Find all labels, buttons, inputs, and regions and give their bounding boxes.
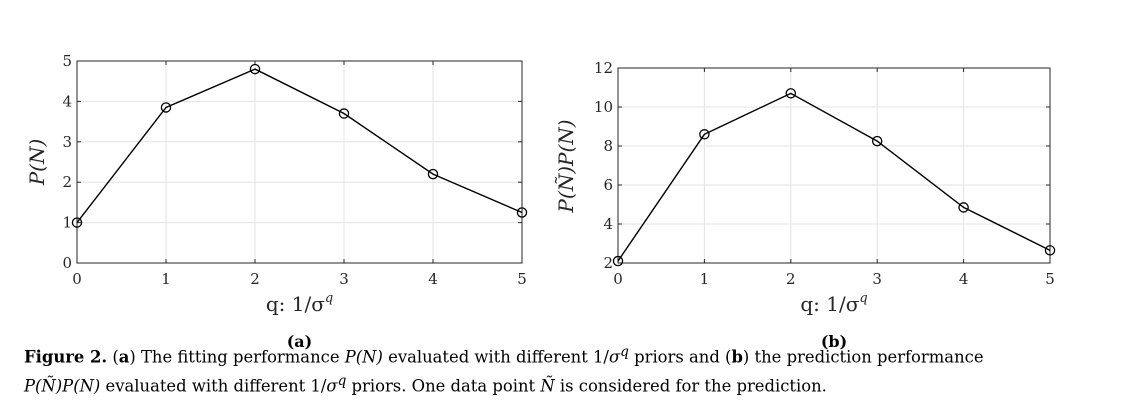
data-point (1044, 245, 1056, 256)
y-tick-label: 5 (62, 52, 72, 70)
x-tick-label: 4 (959, 270, 969, 288)
series-line (76, 68, 523, 224)
y-tick-label: 10 (594, 98, 613, 116)
data-point (871, 135, 883, 147)
y-tick-label: 0 (62, 254, 72, 272)
y-axis-label: P(Ñ)P(N) (554, 119, 578, 213)
x-axis-label-text: q: 1/σ (800, 292, 859, 316)
caption-math: q (337, 373, 347, 390)
caption-text: ( (107, 347, 119, 367)
x-tick-label: 4 (428, 270, 438, 288)
x-tick-label: 3 (339, 270, 349, 288)
x-axis-label: q: 1/σq (800, 291, 867, 316)
plot-frame (76, 60, 523, 264)
y-tick-label: 12 (594, 59, 613, 77)
data-point (699, 129, 710, 140)
y-axis-label: P(N) (25, 139, 49, 187)
y-tick-label: 8 (603, 137, 613, 155)
y-tick-label: 4 (62, 92, 72, 110)
data-point (785, 88, 797, 99)
x-tick-label: 2 (786, 270, 796, 288)
x-tick-label: 1 (700, 270, 710, 288)
y-tick-label: 4 (603, 215, 613, 233)
data-point (427, 168, 439, 180)
caption-text: priors and ( (628, 347, 732, 367)
chart-panel-a: 0 1 2 3 4 5 0 1 2 3 4 5 q: 1/σq P(N) (a) (25, 52, 528, 351)
x-axis-label-superscript: q (325, 291, 333, 306)
panel-label: (a) (287, 332, 313, 351)
figure-caption: Figure 2. (a) The fitting performance P(… (24, 340, 1104, 399)
x-tick-label: 5 (517, 270, 527, 288)
data-point (160, 102, 172, 113)
x-tick-label: 0 (613, 270, 623, 288)
caption-text: evaluated with different 1/ (382, 347, 609, 367)
caption-label: Figure 2. (24, 347, 108, 367)
caption-b: b (731, 347, 743, 367)
y-tick-label: 3 (62, 133, 72, 151)
series-line (617, 92, 1051, 262)
x-axis-label-text: q: 1/σ (266, 292, 325, 316)
data-point (516, 207, 528, 218)
x-tick-label: 2 (250, 270, 260, 288)
caption-math: σ (326, 376, 338, 396)
x-axis-label: q: 1/σq (266, 291, 333, 316)
caption-text: is considered for the prediction. (554, 376, 827, 396)
x-tick-label: 1 (161, 270, 171, 288)
caption-text: evaluated with different 1/ (100, 376, 327, 396)
data-point (612, 255, 624, 267)
x-tick-label: 3 (872, 270, 882, 288)
y-tick-label: 2 (62, 173, 72, 191)
panel-label: (b) (821, 332, 847, 351)
data-point (958, 202, 969, 213)
caption-text: ) The fitting performance (129, 347, 345, 367)
y-tick-label: 2 (603, 254, 613, 272)
x-tick-label: 5 (1045, 270, 1055, 288)
caption-a: a (118, 347, 130, 367)
y-tick-label: 6 (603, 176, 613, 194)
caption-math: q (620, 344, 629, 360)
x-axis-label-superscript: q (859, 291, 867, 306)
caption-text: ) the prediction performance (742, 347, 984, 367)
data-point (338, 108, 350, 119)
plot-frame (617, 67, 1051, 264)
data-point (249, 63, 261, 75)
caption-math: P(Ñ)P(N) (24, 376, 101, 396)
y-tick-label: 1 (62, 214, 72, 232)
x-tick-label: 0 (72, 270, 82, 288)
caption-math: σ (608, 347, 621, 367)
data-point (71, 217, 83, 228)
caption-math: P(N) (344, 347, 383, 367)
caption-text: priors. One data point (346, 376, 541, 396)
caption-math: Ñ (540, 376, 555, 396)
